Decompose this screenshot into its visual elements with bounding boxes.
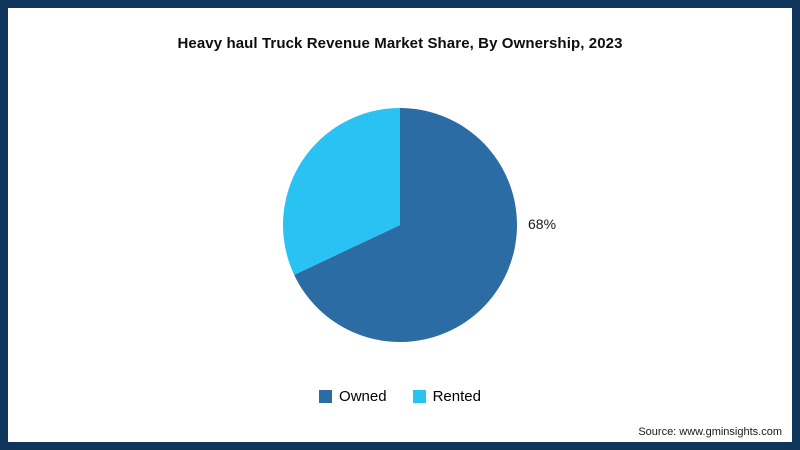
legend-item-rented: Rented	[412, 388, 481, 405]
legend-label-owned: Owned	[339, 388, 387, 405]
pie-data-label-owned: 68%	[528, 216, 557, 232]
legend-label-rented: Rented	[432, 388, 481, 405]
chart-title: Heavy haul Truck Revenue Market Share, B…	[177, 35, 623, 52]
legend-swatch-owned	[319, 390, 333, 403]
legend-item-owned: Owned	[319, 388, 387, 405]
pie-slice-rented	[283, 108, 400, 275]
source-attribution: Source: www.gminsights.com	[638, 426, 782, 438]
legend: Owned Rented	[8, 388, 792, 405]
legend-swatch-rented	[412, 390, 426, 403]
pie-chart	[283, 108, 517, 342]
pie-slice-owned	[294, 108, 517, 342]
